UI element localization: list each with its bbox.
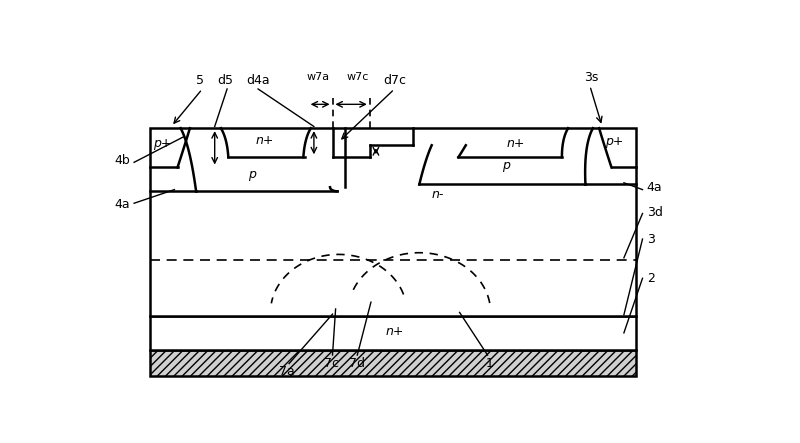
- Text: 7c: 7c: [324, 357, 338, 370]
- Text: 3s: 3s: [585, 71, 599, 84]
- Text: 3d: 3d: [647, 206, 662, 219]
- Text: 5: 5: [197, 74, 205, 87]
- Bar: [150, 316, 636, 350]
- Text: 4a: 4a: [114, 198, 130, 211]
- Text: 4b: 4b: [114, 154, 130, 167]
- Text: p+: p+: [153, 137, 171, 150]
- Text: n+: n+: [506, 137, 525, 150]
- Text: p+: p+: [606, 136, 624, 148]
- Text: 4a: 4a: [647, 181, 662, 194]
- Text: d5: d5: [218, 74, 234, 87]
- Text: 3: 3: [647, 233, 654, 245]
- Text: 7a: 7a: [279, 365, 295, 378]
- Text: 1: 1: [486, 357, 494, 370]
- Text: n-: n-: [432, 188, 444, 201]
- Bar: [150, 350, 636, 376]
- Text: d4a: d4a: [246, 74, 270, 87]
- Text: 2: 2: [647, 272, 654, 285]
- Text: w7a: w7a: [306, 72, 330, 82]
- Text: p: p: [502, 159, 510, 172]
- Text: n+: n+: [255, 134, 274, 147]
- Bar: [150, 128, 636, 316]
- Text: d7c: d7c: [383, 74, 406, 87]
- Text: p: p: [248, 168, 256, 181]
- Text: w7c: w7c: [346, 72, 369, 82]
- Text: n+: n+: [386, 325, 404, 338]
- Text: 7d: 7d: [350, 357, 366, 370]
